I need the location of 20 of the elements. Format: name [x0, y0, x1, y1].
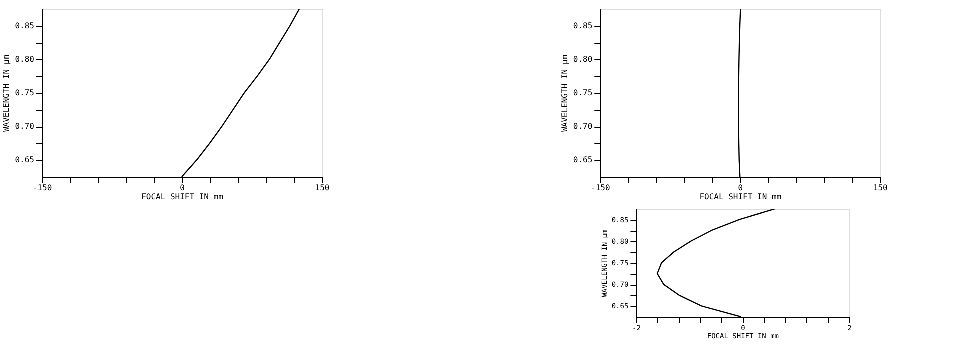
y-tick-label: 0.70	[573, 122, 593, 132]
x-axis-title: FOCAL SHIFT IN mm	[700, 192, 782, 202]
y-tick-label: 0.65	[15, 156, 35, 165]
y-axis-title: WAVELENGTH IN µm	[560, 54, 570, 132]
x-tick-label: 0	[738, 184, 744, 192]
y-tick-label: 0.80	[573, 54, 593, 64]
x-tick-label: -150	[591, 184, 610, 192]
y-tick-label: 0.85	[573, 21, 593, 30]
y-tick-label: 0.85	[15, 21, 35, 30]
y-tick-label: 0.75	[573, 88, 593, 98]
x-tick-label: 150	[873, 184, 888, 192]
x-tick-label: 0	[180, 184, 186, 192]
x-tick-label: -150	[32, 184, 52, 192]
y-tick-label: 0.80	[15, 54, 35, 64]
y-tick-label: 0.75	[15, 88, 35, 98]
y-tick-label: 0.70	[15, 122, 35, 132]
x-axis-title: FOCAL SHIFT IN mm	[142, 192, 224, 202]
y-axis-title: WAVELENGTH IN µm	[2, 54, 12, 132]
y-tick-label: 0.65	[573, 156, 593, 165]
x-tick-label: 150	[315, 184, 330, 192]
